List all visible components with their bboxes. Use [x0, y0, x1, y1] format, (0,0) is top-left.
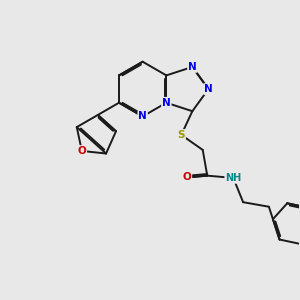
- Text: N: N: [188, 62, 197, 72]
- Text: N: N: [138, 111, 147, 122]
- Text: O: O: [77, 146, 86, 156]
- Text: NH: NH: [225, 173, 242, 183]
- Text: O: O: [183, 172, 191, 182]
- Text: N: N: [162, 98, 171, 108]
- Text: N: N: [204, 84, 213, 94]
- Text: S: S: [178, 130, 185, 140]
